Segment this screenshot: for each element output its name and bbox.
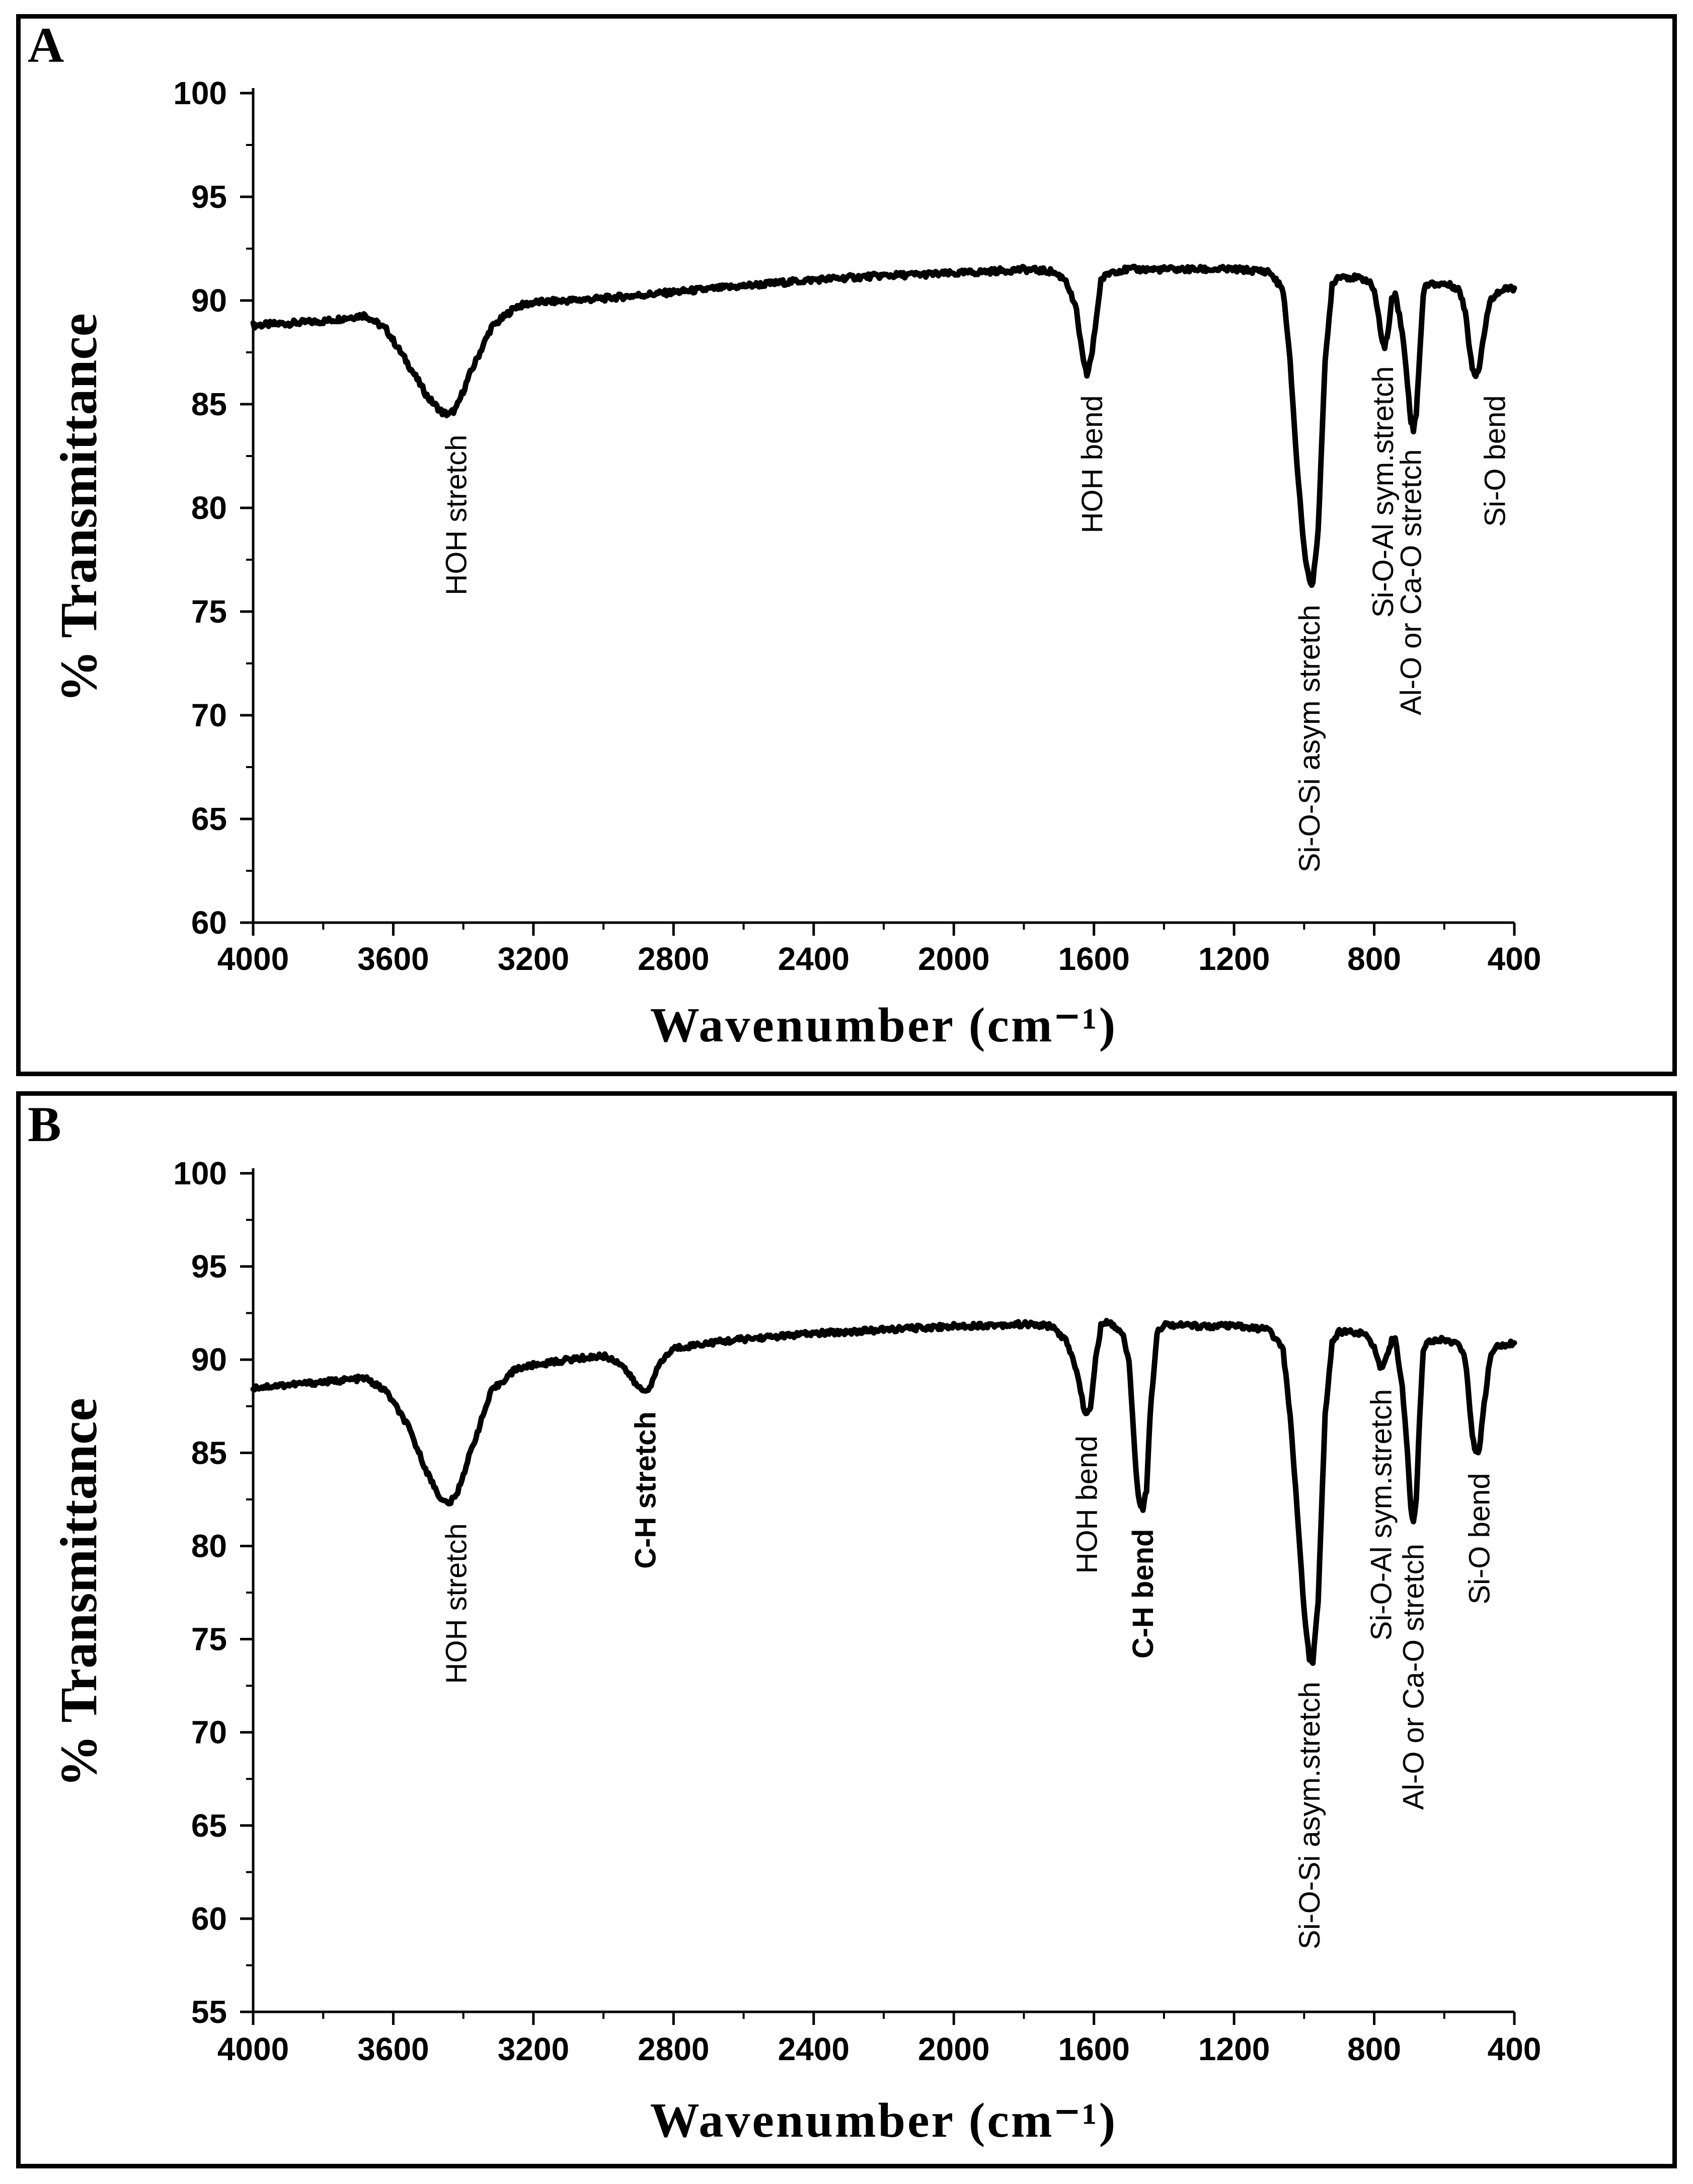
peak-annotation: C-H bend (1127, 1529, 1160, 1659)
x-tick-label: 3600 (357, 941, 429, 977)
peak-annotation: HOH bend (1071, 1436, 1104, 1573)
peak-annotation: Si-O bend (1479, 395, 1512, 526)
y-tick-label: 85 (191, 1435, 227, 1471)
y-tick-label: 85 (191, 386, 227, 422)
peak-annotation: Si-O-Al sym.stretch (1365, 1389, 1398, 1641)
y-axis-title: % Transmittance (50, 313, 108, 702)
y-tick-label: 75 (191, 1621, 227, 1658)
peak-annotation: HOH stretch (440, 1523, 473, 1684)
y-tick-label: 100 (173, 75, 227, 111)
x-tick-label: 1200 (1198, 2031, 1270, 2067)
y-tick-label: 95 (191, 1248, 227, 1285)
y-tick-label: 75 (191, 593, 227, 630)
x-tick-label: 4000 (217, 941, 289, 977)
y-axis-title: % Transmittance (50, 1398, 108, 1787)
x-tick-label: 800 (1347, 941, 1401, 977)
y-tick-label: 70 (191, 1714, 227, 1751)
peak-annotation: Si-O-Si asym.stretch (1293, 1682, 1326, 1949)
peak-annotation: C-H stretch (630, 1411, 662, 1569)
x-tick-label: 1600 (1058, 2031, 1129, 2067)
y-tick-label: 100 (173, 1155, 227, 1191)
chart-a-svg: A 60 65 70 75 80 85 90 95 100 4000 3600 3200 2800 2400… (28, 19, 1542, 1052)
chart-b-svg: B 55 60 65 70 75 80 85 90 95 100 4000 3600 3200 2800 24… (28, 1096, 1542, 2148)
x-tick-label: 400 (1488, 2031, 1542, 2067)
x-tick-label: 3600 (357, 2031, 429, 2067)
x-tick-label: 2400 (778, 941, 850, 977)
x-tick-label: 2800 (638, 2031, 709, 2067)
x-tick-label: 2800 (638, 941, 709, 977)
peak-annotation: HOH bend (1076, 395, 1109, 533)
x-tick-label: 2000 (918, 941, 989, 977)
x-tick-label: 1200 (1198, 941, 1270, 977)
peak-annotation: HOH stretch (440, 435, 473, 595)
x-tick-label: 800 (1347, 2031, 1401, 2067)
panel-a: A 60 65 70 75 80 85 90 95 100 4000 3600 3200 2800 2400… (16, 14, 1677, 1076)
peak-annotation: Al-O or Ca-O stretch (1398, 1544, 1430, 1810)
panel-label: B (28, 1096, 61, 1152)
y-tick-label: 70 (191, 697, 227, 733)
y-tick-label: 55 (191, 1994, 227, 2030)
x-tick-label: 4000 (217, 2031, 289, 2067)
peak-annotation: Si-O-Si asym stretch (1293, 605, 1326, 872)
y-tick-label: 60 (191, 905, 227, 941)
y-tick-label: 95 (191, 179, 227, 215)
peak-annotation: Si-O-Al sym.stretch (1367, 366, 1400, 618)
x-tick-label: 3200 (498, 2031, 569, 2067)
x-axis-title: Wavenumber (cm⁻¹) (650, 2093, 1117, 2148)
x-axis-title: Wavenumber (cm⁻¹) (650, 998, 1117, 1052)
y-tick-label: 90 (191, 1341, 227, 1378)
y-tick-label: 60 (191, 1901, 227, 1937)
x-tick-label: 1600 (1058, 941, 1129, 977)
panel-label: A (28, 19, 64, 73)
x-tick-label: 3200 (498, 941, 569, 977)
x-tick-label: 2400 (778, 2031, 850, 2067)
y-tick-label: 80 (191, 490, 227, 526)
y-tick-label: 65 (191, 1808, 227, 1844)
y-tick-label: 65 (191, 801, 227, 837)
spectrum-line (250, 264, 1517, 588)
panel-b: B 55 60 65 70 75 80 85 90 95 100 4000 3600 3200 2800 24… (16, 1091, 1677, 2168)
y-tick-label: 90 (191, 282, 227, 319)
y-tick-label: 80 (191, 1528, 227, 1564)
x-tick-label: 2000 (918, 2031, 989, 2067)
spectrum-line (250, 1318, 1517, 1666)
peak-annotation: Al-O or Ca-O stretch (1395, 449, 1428, 715)
x-tick-label: 400 (1488, 941, 1542, 977)
peak-annotation: Si-O bend (1463, 1473, 1496, 1604)
